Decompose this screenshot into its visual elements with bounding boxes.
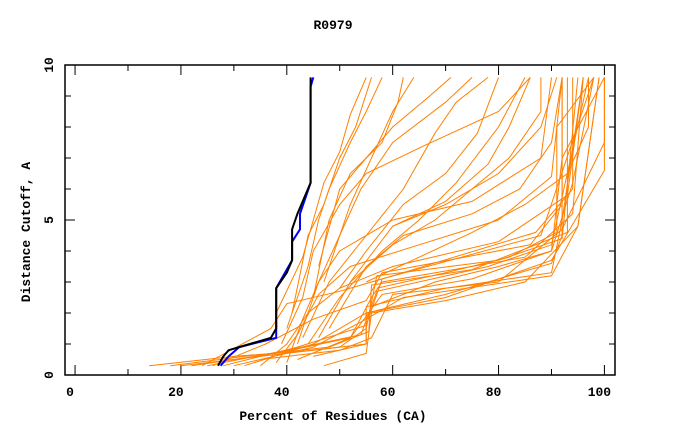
model-line-1 [149, 77, 563, 367]
y-tick-label: 0 [42, 371, 57, 379]
chart-title: R0979 [313, 18, 352, 33]
x-axis-label: Percent of Residues (CA) [239, 409, 426, 424]
model-line-29 [371, 77, 605, 308]
model-line-8 [244, 77, 605, 367]
x-tick-label: 0 [66, 385, 74, 400]
x-tick-label: 100 [588, 385, 612, 400]
model-line-19 [302, 77, 489, 339]
model-line-35 [392, 77, 531, 227]
model-line-18 [296, 77, 473, 345]
model-line-12 [275, 77, 563, 363]
highlight-line-blue [219, 77, 315, 367]
y-tick-label: 5 [42, 216, 57, 224]
model-line-5 [207, 77, 589, 367]
model-line-34 [318, 77, 452, 267]
x-tick-label: 60 [380, 385, 396, 400]
model-line-4 [191, 77, 584, 367]
model-line-33 [297, 77, 595, 360]
model-line-31 [260, 77, 605, 360]
model-line-20 [307, 77, 526, 345]
x-tick-label: 80 [486, 385, 502, 400]
highlight-line-black [217, 77, 312, 367]
x-tick-label: 20 [168, 385, 184, 400]
plot-frame [64, 64, 616, 376]
model-line-25 [339, 77, 499, 289]
y-tick-label: 10 [42, 57, 57, 73]
model-line-6 [223, 77, 595, 367]
model-line-30 [313, 77, 584, 357]
model-line-17 [275, 77, 367, 314]
model-line-27 [365, 77, 589, 283]
model-line-26 [349, 77, 542, 283]
model-line-2 [170, 77, 568, 367]
axis-ticks: 0 20 40 60 80 100 0 5 10 [42, 57, 615, 400]
model-line-9 [212, 77, 563, 367]
model-line-10 [201, 77, 574, 367]
y-axis-label: Distance Cutoff, A [19, 162, 34, 303]
x-tick-label: 40 [274, 385, 290, 400]
model-line-24 [323, 77, 415, 283]
model-line-11 [259, 77, 584, 367]
model-line-28 [376, 77, 595, 289]
model-line-14 [281, 77, 531, 345]
series-group [149, 77, 605, 367]
model-line-22 [328, 77, 563, 329]
model-line-32 [323, 77, 600, 367]
